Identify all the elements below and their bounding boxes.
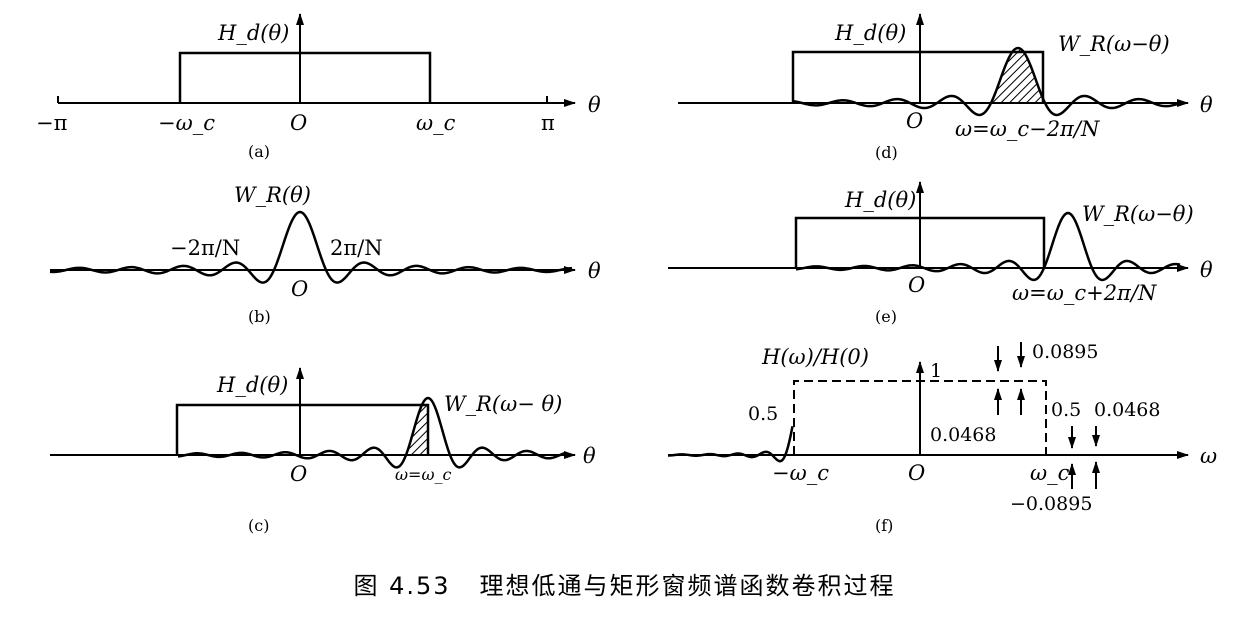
panel-d: H_d(θ) W_R(ω−θ) θ O ω=ω_c−2π/N (d)	[678, 13, 1213, 162]
panel-e: H_d(θ) W_R(ω−θ) θ O ω=ω_c+2π/N (e)	[668, 181, 1213, 326]
wc-label: ω_c	[1030, 461, 1070, 485]
position-label: ω=ω_c+2π/N	[1012, 281, 1157, 305]
hd-label: H_d(θ)	[217, 21, 289, 45]
half-left-label: 0.5	[748, 403, 778, 425]
ripple-stop-label: 0.0468	[1094, 399, 1160, 421]
panel-c: H_d(θ) W_R(ω− θ) θ O ω=ω_c (c)	[50, 367, 596, 535]
figure-number: 图 4.53	[353, 572, 451, 600]
axis-var-label: θ	[583, 444, 596, 468]
ripple-top-label: 0.0895	[1032, 341, 1098, 363]
panel-tag: (a)	[248, 142, 270, 161]
hd-label: H_d(θ)	[834, 21, 906, 45]
position-label: ω=ω_c−2π/N	[955, 117, 1100, 141]
tick-label-neg-wc: −ω_c	[158, 111, 215, 135]
axis-var-label: ω	[1200, 444, 1217, 468]
ideal-lowpass-rect	[794, 216, 1046, 268]
response-label: H(ω)/H(0)	[761, 345, 869, 369]
ideal-lowpass-rect	[175, 403, 430, 455]
hd-label: H_d(θ)	[216, 373, 288, 397]
panel-tag: (c)	[248, 516, 269, 535]
tick-label-pi: π	[541, 111, 555, 135]
tick-label-neg-pi: −π	[36, 111, 68, 135]
wr-label: W_R(θ)	[234, 183, 311, 207]
origin-label: O	[290, 462, 307, 486]
axis-var-label: θ	[1200, 93, 1213, 117]
position-label: ω=ω_c	[395, 465, 452, 484]
origin-label: O	[908, 273, 925, 297]
zero-left-label: −2π/N	[170, 236, 240, 260]
wr-shift-label: W_R(ω−θ)	[1082, 202, 1194, 226]
figure-caption: 图 4.53 理想低通与矩形窗频谱函数卷积过程	[0, 566, 1249, 601]
origin-label: O	[908, 461, 925, 485]
axis-var-label: θ	[1200, 258, 1213, 282]
panel-f: H(ω)/H(0) 1 0.0895 0.5 0.5 0.0468 0.0468…	[667, 341, 1217, 535]
panel-tag: (b)	[248, 307, 271, 326]
ideal-response-dashed	[793, 380, 1047, 455]
window-spectrum-curve	[49, 210, 573, 284]
panel-tag: (e)	[875, 307, 897, 326]
ideal-lowpass-rect	[178, 51, 432, 103]
ripple-pass-label: 0.0468	[930, 424, 996, 446]
zero-right-label: 2π/N	[330, 236, 383, 260]
hd-label: H_d(θ)	[844, 188, 916, 212]
panel-tag: (f)	[875, 516, 893, 535]
origin-label: O	[290, 111, 307, 135]
one-label: 1	[930, 360, 942, 382]
ripple-bottom-label: −0.0895	[1010, 493, 1092, 515]
figure-title: 理想低通与矩形窗频谱函数卷积过程	[479, 572, 896, 600]
origin-label: O	[291, 277, 308, 301]
ideal-lowpass-rect	[791, 50, 1045, 103]
axis-var-label: θ	[588, 93, 601, 117]
filter-response-curve	[667, 426, 794, 463]
hatched-overlap	[991, 48, 1043, 103]
wr-shift-label: W_R(ω− θ)	[444, 392, 562, 416]
panel-tag: (d)	[875, 143, 898, 162]
panel-b: W_R(θ) −2π/N 2π/N θ O (b)	[49, 183, 601, 326]
neg-wc-label: −ω_c	[772, 461, 829, 485]
origin-label: O	[906, 109, 923, 133]
wr-shift-label: W_R(ω−θ)	[1058, 32, 1170, 56]
window-spectrum-curve	[792, 46, 1181, 117]
panel-a: H_d(θ) θ −π −ω_c O ω_c π (a)	[36, 13, 601, 161]
tick-label-wc: ω_c	[416, 111, 456, 135]
window-spectrum-curve	[177, 396, 566, 469]
axis-var-label: θ	[588, 259, 601, 283]
window-spectrum-curve	[795, 211, 1181, 282]
half-right-label: 0.5	[1051, 399, 1081, 421]
